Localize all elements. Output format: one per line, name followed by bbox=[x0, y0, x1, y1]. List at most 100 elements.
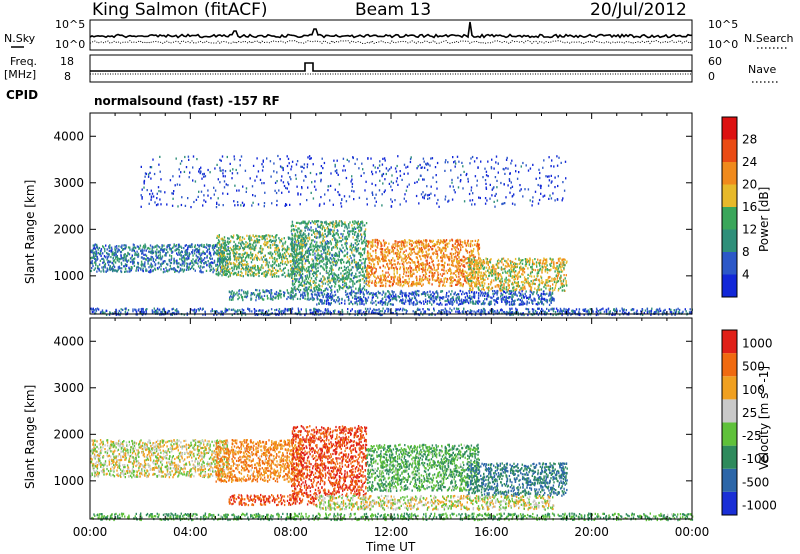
data-cell bbox=[237, 258, 238, 260]
data-cell bbox=[264, 241, 265, 243]
data-cell bbox=[538, 308, 539, 310]
data-cell bbox=[281, 274, 282, 276]
data-cell bbox=[194, 252, 195, 254]
data-cell bbox=[322, 283, 323, 285]
data-cell bbox=[235, 243, 236, 245]
data-cell bbox=[190, 268, 191, 270]
data-cell bbox=[227, 265, 228, 267]
data-cell bbox=[599, 309, 600, 311]
data-cell bbox=[348, 224, 349, 226]
data-cell bbox=[244, 259, 245, 261]
data-cell bbox=[219, 264, 220, 266]
data-cell bbox=[304, 257, 305, 259]
data-cell bbox=[374, 309, 375, 311]
data-cell bbox=[264, 239, 265, 241]
data-cell bbox=[670, 311, 671, 313]
data-cell bbox=[204, 246, 205, 248]
data-cell bbox=[124, 271, 125, 273]
data-cell bbox=[228, 247, 229, 249]
data-cell bbox=[216, 250, 217, 252]
data-cell bbox=[147, 260, 148, 262]
data-cell bbox=[613, 309, 614, 311]
data-cell bbox=[171, 257, 172, 259]
data-cell bbox=[271, 241, 272, 243]
data-cell bbox=[277, 245, 278, 247]
data-cell bbox=[176, 252, 177, 254]
data-cell bbox=[231, 272, 232, 274]
data-cell bbox=[227, 256, 228, 258]
data-cell bbox=[467, 310, 468, 312]
data-cell bbox=[92, 265, 93, 267]
data-cell bbox=[189, 252, 190, 254]
data-cell bbox=[163, 262, 164, 264]
data-cell bbox=[490, 309, 491, 311]
data-cell bbox=[349, 272, 350, 274]
data-cell bbox=[250, 252, 251, 254]
data-cell bbox=[260, 236, 261, 238]
data-cell bbox=[150, 264, 151, 266]
data-cell bbox=[275, 253, 276, 255]
data-cell bbox=[149, 259, 150, 261]
data-cell bbox=[277, 270, 278, 272]
data-cell bbox=[276, 258, 277, 260]
data-cell bbox=[234, 259, 235, 261]
data-cell bbox=[186, 262, 187, 264]
data-cell bbox=[237, 245, 238, 247]
data-cell bbox=[127, 254, 128, 256]
data-cell bbox=[214, 260, 215, 262]
data-cell bbox=[173, 268, 174, 270]
data-cell bbox=[260, 309, 261, 311]
data-cell bbox=[211, 261, 212, 263]
data-cell bbox=[175, 309, 176, 311]
data-cell bbox=[203, 251, 204, 253]
data-cell bbox=[397, 308, 398, 310]
data-cell bbox=[160, 263, 161, 265]
data-cell bbox=[196, 262, 197, 264]
data-cell bbox=[254, 265, 255, 267]
data-cell bbox=[228, 238, 229, 240]
data-cell bbox=[109, 261, 110, 263]
data-cell bbox=[220, 253, 221, 255]
freq-tick-bottom: 8 bbox=[64, 70, 71, 83]
data-cell bbox=[108, 264, 109, 266]
data-cell bbox=[295, 256, 296, 258]
data-cell bbox=[242, 241, 243, 243]
data-cell bbox=[100, 311, 101, 313]
data-cell bbox=[140, 269, 141, 271]
data-cell bbox=[360, 274, 361, 276]
data-cell bbox=[167, 245, 168, 247]
data-cell bbox=[302, 273, 303, 275]
data-cell bbox=[282, 253, 283, 255]
data-cell bbox=[356, 244, 357, 246]
data-cell bbox=[241, 275, 242, 277]
data-cell bbox=[292, 242, 293, 244]
data-cell bbox=[129, 249, 130, 251]
data-cell bbox=[657, 309, 658, 311]
data-cell bbox=[234, 255, 235, 257]
data-cell bbox=[236, 257, 237, 259]
data-cell bbox=[122, 309, 123, 311]
data-cell bbox=[255, 254, 256, 256]
data-cell bbox=[264, 259, 265, 261]
data-cell bbox=[210, 255, 211, 257]
data-cell bbox=[228, 271, 229, 273]
cpid-label: CPID bbox=[6, 88, 38, 102]
data-cell bbox=[585, 308, 586, 310]
data-cell bbox=[206, 251, 207, 253]
data-cell bbox=[475, 312, 476, 314]
data-cell bbox=[129, 271, 130, 273]
data-cell bbox=[229, 261, 230, 263]
data-cell bbox=[271, 270, 272, 272]
data-cell bbox=[176, 310, 177, 312]
power-heatmap bbox=[90, 155, 693, 316]
data-cell bbox=[150, 252, 151, 254]
data-cell bbox=[329, 311, 330, 313]
data-cell bbox=[567, 309, 568, 311]
data-cell bbox=[252, 259, 253, 261]
data-cell bbox=[118, 261, 119, 263]
data-cell bbox=[96, 244, 97, 246]
data-cell bbox=[350, 287, 351, 289]
data-cell bbox=[203, 259, 204, 261]
data-cell bbox=[152, 311, 153, 313]
data-cell bbox=[444, 311, 445, 313]
